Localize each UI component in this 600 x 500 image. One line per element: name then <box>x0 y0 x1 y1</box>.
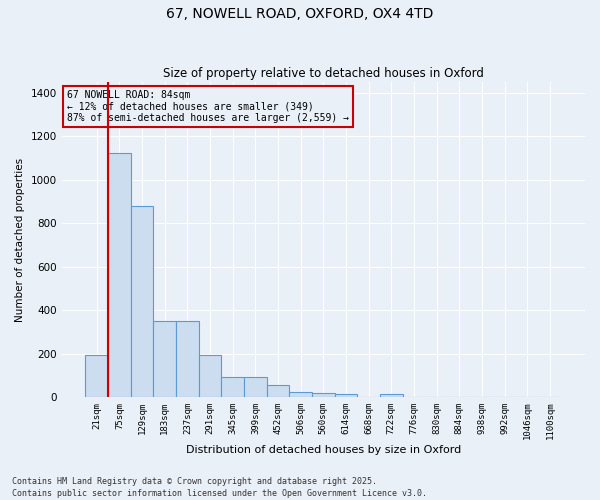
Bar <box>108 152 131 397</box>
Bar <box>221 378 244 397</box>
Bar <box>266 385 289 397</box>
Text: Contains HM Land Registry data © Crown copyright and database right 2025.
Contai: Contains HM Land Registry data © Crown c… <box>12 476 427 498</box>
Bar <box>335 394 358 397</box>
Bar <box>131 206 154 397</box>
Bar <box>85 354 108 397</box>
Title: Size of property relative to detached houses in Oxford: Size of property relative to detached ho… <box>163 66 484 80</box>
Bar <box>289 392 312 397</box>
Text: 67 NOWELL ROAD: 84sqm
← 12% of detached houses are smaller (349)
87% of semi-det: 67 NOWELL ROAD: 84sqm ← 12% of detached … <box>67 90 349 123</box>
Bar <box>312 392 335 397</box>
Bar <box>154 321 176 397</box>
X-axis label: Distribution of detached houses by size in Oxford: Distribution of detached houses by size … <box>186 445 461 455</box>
Bar <box>176 321 199 397</box>
Bar <box>380 394 403 397</box>
Bar <box>244 378 266 397</box>
Text: 67, NOWELL ROAD, OXFORD, OX4 4TD: 67, NOWELL ROAD, OXFORD, OX4 4TD <box>166 8 434 22</box>
Y-axis label: Number of detached properties: Number of detached properties <box>15 158 25 322</box>
Bar <box>199 354 221 397</box>
